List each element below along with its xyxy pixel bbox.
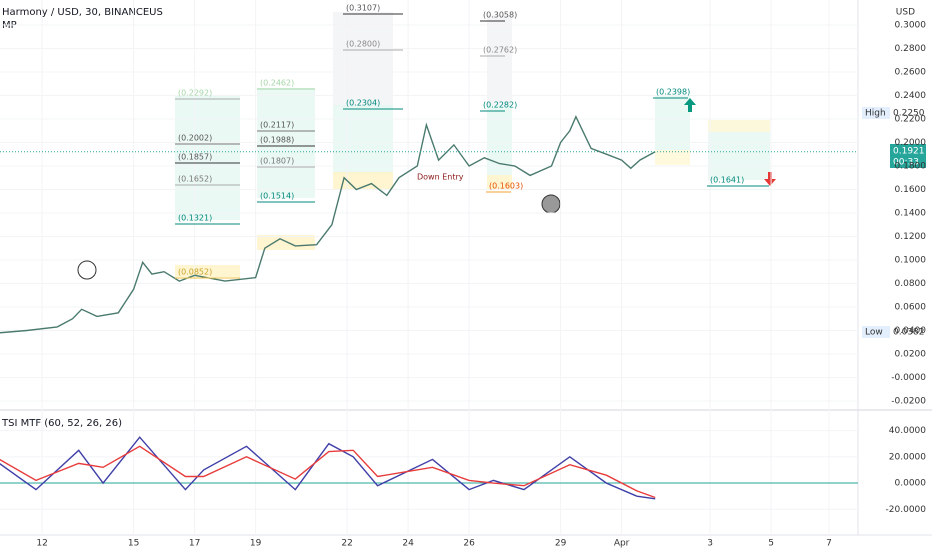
zone-box [487, 175, 512, 190]
countdown: 00:33 [893, 158, 919, 168]
last-price: 0.1921 [893, 147, 925, 157]
zone-box [655, 95, 690, 150]
x-tick-label: 5 [768, 539, 774, 549]
zone-box [708, 120, 770, 132]
high-value: 0.2250 [893, 109, 925, 119]
y-tick-label: -20.0000 [886, 505, 927, 515]
series-line [0, 115, 656, 334]
down-arrow [764, 172, 776, 186]
x-tick-label: 7 [826, 539, 832, 549]
x-tick-label: 19 [250, 539, 262, 549]
level-label: (0.2282) [483, 101, 517, 110]
y-tick-label: 0.2600 [895, 68, 927, 78]
indicator-title: TSI MTF (60, 52, 26, 26) [1, 418, 122, 429]
y-tick-label: 0.3000 [895, 21, 927, 31]
y-tick-label: 40.0000 [889, 426, 926, 436]
low-tag [862, 326, 890, 338]
level-label: (0.2002) [178, 134, 212, 143]
level-label: (0.2762) [483, 46, 517, 55]
level-label: (0.2462) [260, 79, 294, 88]
level-label: (0.3107) [346, 4, 380, 13]
y-tick-label: 0.0000 [895, 479, 927, 489]
x-tick-label: Apr [614, 539, 630, 549]
y-tick-label: 0.2400 [895, 91, 927, 101]
y-tick-label: 0.2000 [895, 138, 927, 148]
level-label: (0.2398) [656, 88, 690, 97]
zone-box [175, 265, 240, 277]
level-label: (0.1641) [710, 176, 744, 185]
level-label: (0.1988) [260, 136, 294, 145]
signal-label: Down Entry [417, 173, 464, 182]
y-tick-label: 0.1600 [895, 185, 927, 195]
y-tick-label: -0.0000 [891, 373, 926, 383]
zone-box [333, 12, 393, 107]
y-tick-label: 0.1800 [895, 161, 927, 171]
y-tick-label: -0.0200 [891, 396, 926, 406]
last-price-tag [890, 144, 926, 168]
x-tick-label: 15 [128, 539, 139, 549]
level-label: (0.3058) [483, 11, 517, 20]
zone-box [655, 150, 690, 165]
y-tick-label: 0.1000 [895, 255, 927, 265]
symbol-title: Harmony / USD, 30, BINANCEUS [2, 7, 163, 18]
low-value: 0.0382 [893, 328, 925, 338]
y-tick-label: 0.1400 [895, 208, 927, 218]
level-label: (0.1857) [178, 153, 212, 162]
x-tick-label: 26 [463, 539, 475, 549]
y-tick-label: 0.0200 [895, 349, 927, 359]
level-label: (0.1514) [260, 192, 294, 201]
x-tick-label: 29 [555, 539, 567, 549]
y-tick-label: 0.0600 [895, 302, 927, 312]
low-name: Low [865, 328, 883, 338]
up-arrow [684, 98, 696, 112]
series-line [0, 445, 656, 499]
level-label: (0.2800) [346, 40, 380, 49]
level-label: (0.1603) [489, 182, 523, 191]
marker-circle [77, 260, 97, 280]
level-label: (0.1652) [178, 175, 212, 184]
marker-circle [541, 194, 561, 214]
y-tick-label: 0.1200 [895, 232, 927, 242]
high-tag [862, 107, 890, 119]
high-name: High [865, 109, 886, 119]
level-label: (0.2292) [178, 89, 212, 98]
y-tick-label: 20.0000 [889, 452, 926, 462]
level-label: (0.2304) [346, 99, 380, 108]
y-tick-label: 0.2200 [895, 115, 927, 125]
level-label: (0.1321) [178, 214, 212, 223]
y-tick-label: 0.2800 [895, 44, 927, 54]
x-tick-label: 3 [707, 539, 713, 549]
level-label: (0.2117) [260, 121, 294, 130]
y-tick-label: 0.0400 [895, 326, 927, 336]
x-tick-label: 12 [36, 539, 47, 549]
zone-box [333, 105, 393, 175]
currency: USD [896, 8, 915, 18]
level-label: (0.1807) [260, 157, 294, 166]
x-tick-label: 24 [402, 539, 414, 549]
y-tick-label: 0.0800 [895, 279, 927, 289]
zone-box [487, 15, 512, 105]
level-label: (0.0852) [178, 268, 212, 277]
zone-box [175, 95, 240, 220]
x-tick-label: 22 [341, 539, 352, 549]
zone-box [333, 172, 393, 190]
x-tick-label: 17 [189, 539, 200, 549]
